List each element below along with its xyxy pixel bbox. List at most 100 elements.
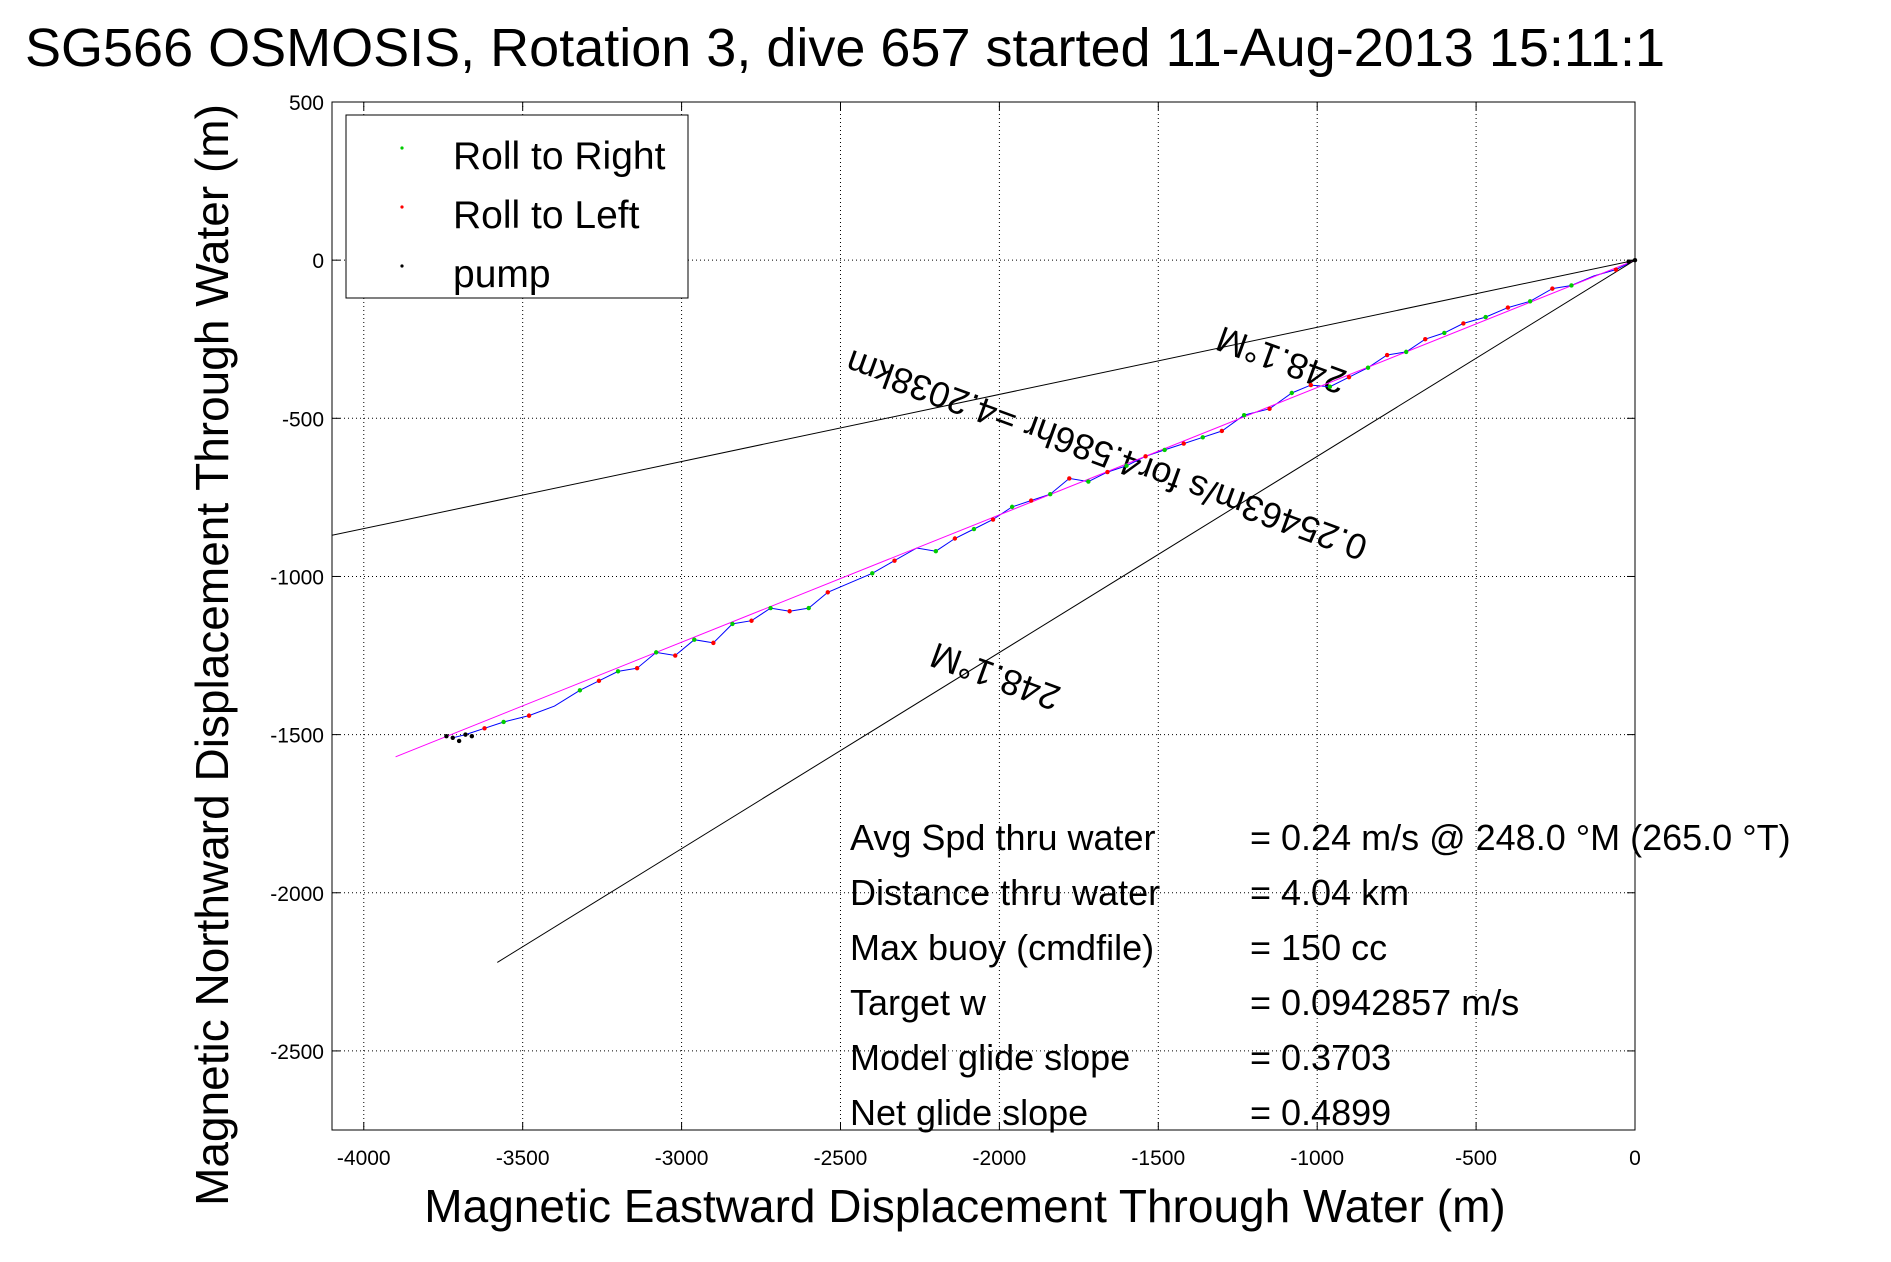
marker-roll-left <box>1028 498 1034 503</box>
stat-value-avg-speed: = 0.24 m/s @ 248.0 °M (265.0 °T) <box>1250 817 1791 858</box>
series-line-0 <box>452 259 1635 739</box>
x-tick-label: -1000 <box>1290 1147 1344 1170</box>
markers-group <box>444 257 1638 744</box>
stat-label-target-w: Target w <box>850 982 987 1023</box>
marker-roll-right <box>1124 463 1129 468</box>
marker-roll-right <box>870 571 875 576</box>
marker-roll-left <box>892 558 897 563</box>
legend-label-roll-right: Roll to Right <box>453 135 666 178</box>
marker-roll-left <box>634 665 640 671</box>
marker-roll-right <box>1162 447 1167 453</box>
x-tick-label: -1500 <box>1131 1147 1185 1170</box>
marker-pump <box>463 732 468 737</box>
x-tick-label: -3000 <box>655 1147 709 1170</box>
marker-roll-left <box>1423 337 1428 342</box>
stat-value-max-buoy: = 150 cc <box>1250 927 1387 968</box>
marker-roll-left <box>825 590 830 595</box>
marker-roll-right <box>1569 283 1574 288</box>
marker-roll-right <box>933 548 939 554</box>
marker-roll-right <box>1048 492 1053 497</box>
series-line-3 <box>497 259 1635 963</box>
marker-roll-left <box>526 713 532 718</box>
marker-roll-left <box>1550 286 1555 291</box>
marker-roll-left <box>787 609 792 614</box>
series-line-2 <box>332 259 1635 536</box>
marker-roll-left <box>711 640 716 646</box>
x-tick-label: -2000 <box>973 1147 1027 1170</box>
marker-roll-left <box>1219 428 1225 434</box>
y-axis-label: Magnetic Northward Displacement Through … <box>186 104 238 1206</box>
annotation-1: 248.1°M <box>1211 318 1351 403</box>
marker-roll-right <box>1086 479 1091 484</box>
marker-roll-right <box>730 621 735 627</box>
x-tick-label: 0 <box>1629 1147 1641 1170</box>
stat-label-avg-speed: Avg Spd thru water <box>850 817 1156 858</box>
marker-roll-left <box>482 726 487 731</box>
stat-label-distance: Distance thru water <box>850 872 1160 913</box>
y-tick-label: -500 <box>282 408 324 431</box>
legend-marker-roll-left <box>400 205 404 209</box>
marker-pump <box>456 738 462 744</box>
marker-roll-right <box>1403 349 1409 355</box>
marker-roll-left <box>1181 441 1186 446</box>
x-tick-label: -3500 <box>496 1147 550 1170</box>
stat-value-distance: = 4.04 km <box>1250 872 1409 913</box>
chart-title: SG566 OSMOSIS, Rotation 3, dive 657 star… <box>25 18 1665 78</box>
marker-roll-right <box>1527 299 1533 304</box>
y-tick-label: -2500 <box>270 1041 324 1064</box>
marker-roll-left <box>1384 352 1390 358</box>
marker-roll-right <box>692 637 697 642</box>
stat-value-net-glide: = 0.4899 <box>1250 1092 1391 1133</box>
x-axis-label: Magnetic Eastward Displacement Through W… <box>424 1180 1505 1232</box>
marker-roll-right <box>653 650 659 655</box>
marker-roll-left <box>596 678 602 684</box>
marker-roll-right <box>501 719 506 725</box>
marker-roll-left <box>1067 476 1072 481</box>
stats-block: Avg Spd thru water = 0.24 m/s @ 248.0 °M… <box>850 817 1791 1133</box>
legend: Roll to Right Roll to Left pump <box>345 114 689 299</box>
marker-roll-right <box>1365 365 1371 370</box>
y-tick-label: -1500 <box>270 725 324 748</box>
marker-roll-right <box>1442 330 1447 336</box>
marker-roll-left <box>1105 469 1110 475</box>
stat-value-model-glide: = 0.3703 <box>1250 1037 1391 1078</box>
marker-roll-right <box>577 688 583 693</box>
marker-roll-right <box>1241 412 1247 418</box>
marker-roll-right <box>1327 384 1333 389</box>
marker-pump <box>450 735 455 740</box>
marker-pump <box>444 733 449 739</box>
y-tick-label: 500 <box>289 92 324 115</box>
marker-roll-right <box>1289 390 1294 396</box>
ticks: -4000 -3500 -3000 -2500 -2000 -1500 -1000 -500 0… <box>270 92 1641 1170</box>
y-tick-label: -2000 <box>270 883 324 906</box>
legend-label-pump: pump <box>453 253 551 296</box>
marker-roll-left <box>1346 374 1352 380</box>
y-tick-label: 0 <box>312 250 324 273</box>
marker-roll-right <box>806 605 811 611</box>
marker-roll-right <box>768 605 773 611</box>
legend-marker-pump <box>400 264 404 268</box>
legend-marker-roll-right <box>400 146 404 150</box>
marker-roll-right <box>1483 314 1488 320</box>
annotation-0: 248.1°M <box>925 635 1065 720</box>
plot-frame <box>331 101 1636 1131</box>
stat-label-max-buoy: Max buoy (cmdfile) <box>850 927 1154 968</box>
marker-roll-left <box>673 653 678 658</box>
marker-roll-left <box>1267 406 1272 412</box>
marker-roll-left <box>990 517 996 522</box>
legend-label-roll-left: Roll to Left <box>453 194 640 237</box>
marker-roll-left <box>749 618 754 623</box>
marker-roll-right <box>1009 504 1015 510</box>
x-tick-label: -500 <box>1455 1147 1497 1170</box>
series-group <box>332 259 1635 963</box>
x-tick-label: -4000 <box>337 1147 391 1170</box>
marker-roll-left <box>1308 382 1314 388</box>
x-tick-label: -2500 <box>814 1147 868 1170</box>
marker-roll-left <box>1505 305 1511 310</box>
marker-roll-left <box>1461 321 1466 326</box>
marker-roll-right <box>615 669 621 674</box>
stat-label-net-glide: Net glide slope <box>850 1092 1088 1133</box>
marker-roll-left <box>1613 267 1619 272</box>
